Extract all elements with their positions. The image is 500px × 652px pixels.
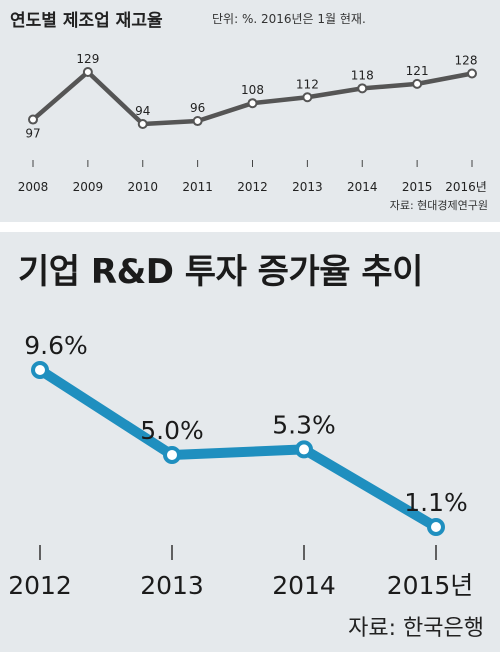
rnd-chart-panel: 기업 R&D 투자 증가율 추이 9.6% 5.0% 5.3% 1.1% 2012 201…	[0, 232, 500, 652]
inventory-data-point	[137, 119, 148, 129]
inventory-data-label: 128	[455, 53, 478, 67]
rnd-data-point	[295, 440, 313, 459]
inventory-x-tick-label: 2016년	[445, 180, 487, 194]
inventory-series-line	[31, 69, 473, 127]
inventory-x-tick-label: 2014	[347, 180, 378, 194]
inventory-data-point	[192, 116, 203, 127]
inventory-data-point	[247, 98, 258, 109]
rnd-series-line	[35, 365, 441, 532]
inventory-x-tick-label: 2008	[18, 180, 49, 194]
inventory-data-point	[467, 68, 477, 79]
inventory-chart-plot: 97 129 94 96 108 112 118 121 128 2008 2009 2010 2011…	[18, 52, 487, 194]
inventory-x-tick-label: 2010	[127, 180, 158, 194]
inventory-chart-title: 연도별 제조업 재고율	[10, 11, 163, 31]
inventory-chart-source: 자료: 현대경제연구원	[389, 199, 488, 212]
inventory-data-label: 118	[351, 68, 374, 82]
inventory-data-label: 121	[406, 64, 429, 78]
rnd-x-tick-label: 2015년	[387, 571, 474, 600]
inventory-data-point	[302, 92, 313, 103]
inventory-data-label: 112	[296, 77, 319, 91]
inventory-x-tick-label: 2015	[402, 180, 433, 194]
rnd-data-label: 1.1%	[404, 488, 468, 517]
inventory-data-label: 129	[76, 52, 99, 66]
rnd-x-tick-label: 2013	[140, 571, 204, 600]
inventory-x-tick-label: 2009	[73, 180, 104, 194]
rnd-data-label: 9.6%	[24, 331, 88, 360]
inventory-data-point	[357, 83, 368, 94]
rnd-data-point	[163, 445, 181, 464]
inventory-data-point	[412, 78, 423, 89]
rnd-data-label: 5.3%	[272, 410, 336, 439]
inventory-data-label: 97	[25, 127, 40, 141]
rnd-chart-source: 자료: 한국은행	[348, 616, 484, 641]
rnd-data-point	[31, 361, 49, 379]
rnd-x-tick-label: 2014	[272, 571, 336, 600]
rnd-x-tick-label: 2012	[8, 571, 72, 600]
inventory-x-tick-label: 2013	[292, 180, 323, 194]
rnd-data-point	[427, 518, 445, 536]
rnd-chart-title: 기업 R&D 투자 증가율 추이	[18, 252, 423, 292]
inventory-chart-panel: 연도별 제조업 재고율 단위: %. 2016년은 1월 현재. 97 129 94…	[0, 0, 500, 222]
rnd-chart-plot: 9.6% 5.0% 5.3% 1.1% 2012 2013 2014 2015년	[8, 331, 474, 600]
inventory-x-tick-label: 2011	[182, 180, 213, 194]
inventory-data-point	[28, 114, 38, 125]
rnd-data-label: 5.0%	[140, 416, 204, 445]
inventory-chart-subtitle: 단위: %. 2016년은 1월 현재.	[212, 12, 366, 26]
inventory-data-point	[82, 67, 93, 77]
inventory-data-label: 94	[135, 104, 150, 118]
inventory-data-label: 96	[190, 101, 205, 115]
inventory-data-label: 108	[241, 83, 264, 97]
inventory-x-tick-label: 2012	[237, 180, 268, 194]
